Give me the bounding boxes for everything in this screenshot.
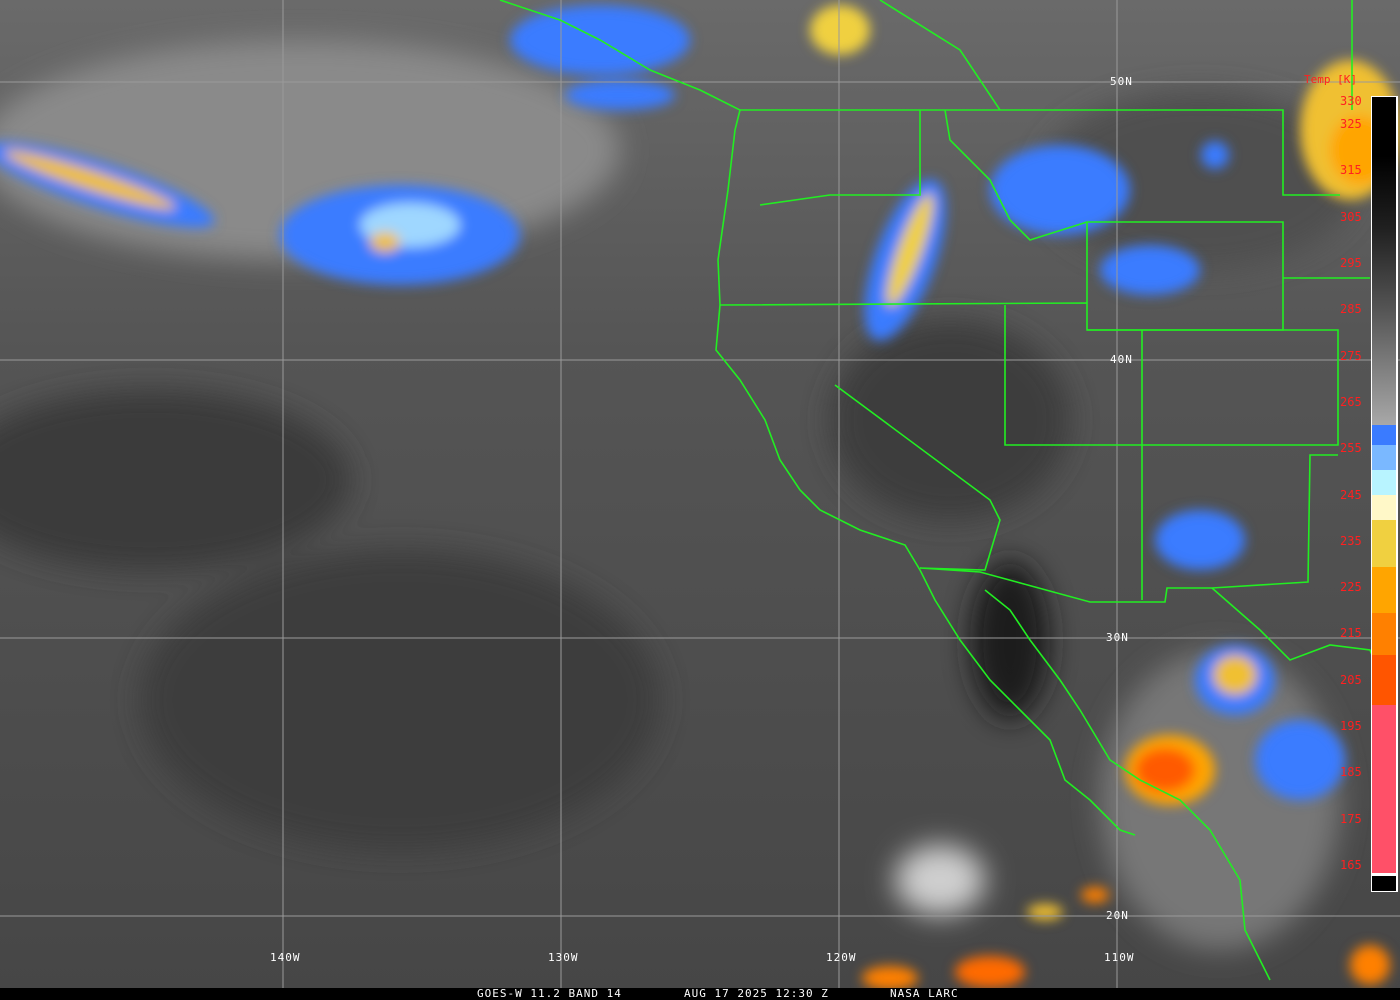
colorbar-tick-label: 185	[1340, 765, 1362, 780]
temperature-colorbar	[1371, 96, 1398, 892]
colorbar-title: Temp [K]	[1304, 73, 1357, 86]
lat-label-50n: 50N	[1110, 75, 1133, 88]
lon-label-140w: 140W	[270, 951, 301, 964]
colorbar-tick-label: 225	[1340, 580, 1362, 595]
colorbar-tick-label: 195	[1340, 719, 1362, 734]
colorbar-tick-label: 255	[1340, 441, 1362, 456]
colorbar-tick-label: 215	[1340, 626, 1362, 641]
colorbar-tick-label: 275	[1340, 348, 1362, 363]
colorbar-tick-label: 305	[1340, 209, 1362, 224]
caption-bar: GOES-W 11.2 BAND 14 AUG 17 2025 12:30 Z …	[0, 988, 1400, 1000]
lon-label-130w: 130W	[548, 951, 579, 964]
caption-datetime: AUG 17 2025 12:30 Z	[684, 987, 829, 1000]
lat-label-20n: 20N	[1106, 909, 1129, 922]
lon-label-120w: 120W	[826, 951, 857, 964]
colorbar-tick-label: 205	[1340, 672, 1362, 687]
colorbar-tick-label: 325	[1340, 117, 1362, 132]
lat-label-30n: 30N	[1106, 631, 1129, 644]
coastlines-borders	[499, 0, 1391, 981]
colorbar-tick-label: 285	[1340, 302, 1362, 317]
caption-source: NASA LARC	[890, 987, 959, 1000]
cold-cloud-tops	[0, 5, 1400, 990]
caption-satellite: GOES-W 11.2 BAND 14	[477, 987, 622, 1000]
colorbar-tick-label: 265	[1340, 394, 1362, 409]
colorbar-tick-label: 235	[1340, 533, 1362, 548]
lon-label-110w: 110W	[1104, 951, 1135, 964]
colorbar-tick-label: 315	[1340, 163, 1362, 178]
colorbar-tick-label: 295	[1340, 256, 1362, 271]
colorbar-tick-label: 245	[1340, 487, 1362, 502]
colorbar-tick-label: 330	[1340, 94, 1362, 108]
colorbar-tick-label: 175	[1340, 811, 1362, 826]
colorbar-tick-label: 165	[1340, 857, 1362, 872]
lat-label-40n: 40N	[1110, 353, 1133, 366]
